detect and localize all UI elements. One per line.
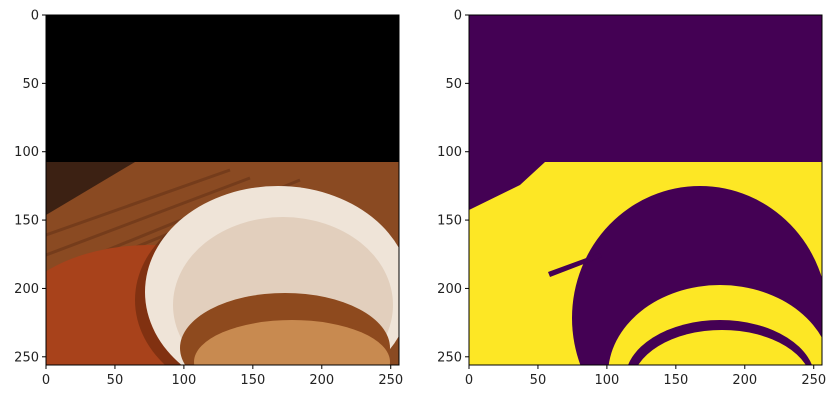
mask-x-tick-label: 200 bbox=[732, 373, 757, 388]
mask-y-tick-label: 0 bbox=[454, 9, 462, 24]
wood-dark-corner bbox=[46, 162, 135, 215]
mask-streak bbox=[548, 253, 602, 277]
mask-x-tick-label: 100 bbox=[594, 373, 619, 388]
coffee bbox=[194, 320, 390, 365]
photo-y-tick-label: 0 bbox=[31, 9, 39, 24]
photo-y-tick-label: 200 bbox=[14, 282, 39, 297]
photo-image bbox=[46, 15, 399, 365]
photo-x-tick-label: 100 bbox=[171, 373, 196, 388]
mask-y-tick-label: 100 bbox=[437, 145, 462, 160]
mask-x-tick-label: 0 bbox=[465, 373, 473, 388]
mask-axes-frame bbox=[468, 14, 823, 366]
mask-x-tick-label: 50 bbox=[530, 373, 547, 388]
mask-y-tick-label: 150 bbox=[437, 214, 462, 229]
mask-y-tick-label: 50 bbox=[445, 77, 462, 92]
photo-x-tick-label: 200 bbox=[309, 373, 334, 388]
mask-image bbox=[469, 15, 822, 365]
wood-grain bbox=[46, 168, 301, 277]
mask-x-tick-label: 150 bbox=[663, 373, 688, 388]
mask-low-region bbox=[469, 15, 822, 162]
photo-y-tick-label: 50 bbox=[22, 77, 39, 92]
mask-y-tick-label: 250 bbox=[437, 350, 462, 365]
photo-x-tick-label: 0 bbox=[42, 373, 50, 388]
masked-region bbox=[46, 15, 399, 162]
mask-y-tick-label: 200 bbox=[437, 282, 462, 297]
photo-axes-frame bbox=[45, 14, 400, 366]
photo-y-tick-label: 100 bbox=[14, 145, 39, 160]
mask-low-corner bbox=[469, 162, 545, 210]
photo-y-tick-label: 150 bbox=[14, 214, 39, 229]
photo-y-tick-label: 250 bbox=[14, 350, 39, 365]
mask-rim-arc-fill bbox=[638, 330, 806, 365]
photo-x-tick-label: 250 bbox=[378, 373, 403, 388]
photo-x-tick-label: 50 bbox=[107, 373, 124, 388]
photo-x-tick-label: 150 bbox=[240, 373, 265, 388]
mask-x-tick-label: 250 bbox=[801, 373, 826, 388]
